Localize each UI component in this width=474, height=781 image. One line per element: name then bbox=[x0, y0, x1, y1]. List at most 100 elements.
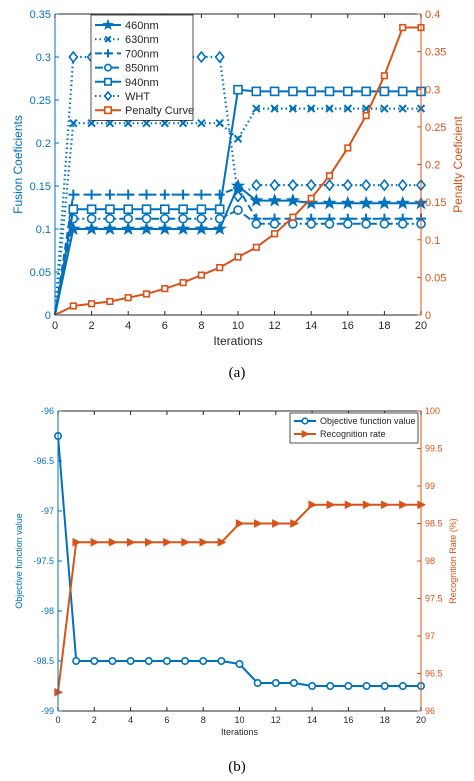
data-point bbox=[326, 681, 335, 690]
data-point bbox=[72, 537, 82, 547]
caption-a: (a) bbox=[229, 365, 246, 381]
data-point bbox=[308, 500, 318, 510]
x-tick-label: 20 bbox=[415, 320, 427, 332]
data-point bbox=[325, 172, 334, 180]
x-tick-label: 14 bbox=[307, 715, 317, 725]
legend-label: 700nm bbox=[125, 48, 159, 60]
data-point bbox=[324, 86, 335, 97]
x-tick-label: 18 bbox=[380, 715, 390, 725]
data-point bbox=[160, 213, 170, 224]
legend-marker bbox=[104, 106, 113, 115]
legend-label: 630nm bbox=[125, 34, 159, 46]
data-point bbox=[306, 86, 317, 97]
data-point bbox=[216, 263, 224, 272]
data-point bbox=[141, 213, 152, 224]
data-point bbox=[105, 213, 115, 224]
data-point bbox=[106, 297, 114, 306]
data-point bbox=[160, 119, 170, 128]
x-axis-label-a: Iterations bbox=[213, 334, 262, 348]
data-point bbox=[287, 178, 298, 192]
legend-label: Objective function value bbox=[320, 416, 416, 426]
data-point bbox=[105, 119, 115, 128]
data-point bbox=[161, 285, 169, 293]
x-tick-label: 12 bbox=[271, 715, 281, 725]
data-point bbox=[249, 193, 264, 207]
x-tick-label: 18 bbox=[378, 320, 390, 332]
data-point bbox=[306, 104, 316, 113]
data-point bbox=[342, 86, 353, 97]
data-point bbox=[72, 656, 81, 665]
data-point bbox=[194, 221, 209, 236]
data-point bbox=[270, 104, 279, 113]
data-point bbox=[90, 656, 99, 665]
data-point bbox=[344, 500, 354, 510]
data-point bbox=[88, 300, 96, 308]
data-point bbox=[251, 219, 262, 229]
data-point bbox=[142, 290, 151, 298]
data-point bbox=[232, 190, 244, 203]
data-point bbox=[123, 119, 133, 128]
y-tick-label-right: 97 bbox=[425, 631, 435, 641]
data-point bbox=[308, 681, 317, 690]
data-point bbox=[86, 213, 97, 224]
data-point bbox=[178, 189, 189, 200]
data-point bbox=[196, 189, 207, 200]
y-tick-label-right: 0 bbox=[425, 310, 431, 322]
data-point bbox=[217, 537, 227, 547]
x-tick-label: 2 bbox=[89, 320, 95, 332]
data-point bbox=[108, 656, 117, 665]
legend-marker bbox=[102, 18, 114, 31]
x-tick-label: 12 bbox=[268, 320, 280, 332]
y-tick-label-right: 0.3 bbox=[425, 84, 440, 96]
data-point bbox=[123, 213, 133, 224]
x-tick-label: 10 bbox=[234, 715, 244, 725]
data-point bbox=[397, 219, 408, 229]
y-tick-label-right: 98.5 bbox=[425, 519, 443, 529]
data-point bbox=[271, 678, 280, 687]
series-group-a bbox=[53, 23, 429, 316]
y-tick-label-left: 0.25 bbox=[30, 95, 51, 107]
data-point bbox=[178, 213, 188, 224]
x-tick-label: 4 bbox=[128, 715, 133, 725]
data-point bbox=[233, 84, 243, 95]
data-point bbox=[141, 189, 152, 200]
data-point bbox=[68, 189, 79, 200]
data-point bbox=[145, 537, 154, 547]
data-point bbox=[196, 50, 207, 64]
data-point bbox=[199, 537, 209, 547]
data-point bbox=[325, 104, 334, 113]
data-point bbox=[234, 253, 242, 261]
series-group-b bbox=[53, 431, 427, 697]
y-tick-label-left: -96 bbox=[41, 406, 54, 416]
data-point bbox=[288, 86, 298, 97]
data-point bbox=[290, 519, 300, 528]
legend-marker bbox=[104, 63, 113, 72]
data-point bbox=[361, 219, 371, 229]
data-point bbox=[399, 500, 408, 510]
data-point bbox=[344, 144, 352, 152]
series-line-1 bbox=[53, 107, 421, 316]
data-point bbox=[307, 194, 315, 202]
data-point bbox=[141, 204, 152, 215]
data-point bbox=[123, 204, 133, 215]
data-point bbox=[270, 230, 279, 238]
y-tick-label-right: 0.05 bbox=[425, 272, 446, 284]
data-point bbox=[380, 72, 389, 80]
y-tick-label-right: 0.15 bbox=[425, 197, 446, 209]
data-point bbox=[289, 213, 297, 221]
data-point bbox=[377, 195, 392, 210]
x-tick-label: 16 bbox=[343, 715, 353, 725]
data-point bbox=[233, 205, 243, 215]
data-point bbox=[304, 195, 319, 210]
x-tick-label: 0 bbox=[52, 320, 58, 332]
y-axis-label-right-b: Recognition Rate (%) bbox=[448, 518, 458, 604]
x-axis-label-b: Iterations bbox=[221, 727, 259, 737]
legend-a: 460nm 630nm 700nm 850nm 940nm WHT Penalty Curv… bbox=[90, 14, 194, 121]
data-point bbox=[178, 204, 188, 215]
x-tick-label: 10 bbox=[232, 320, 244, 332]
data-point bbox=[69, 119, 78, 128]
data-point bbox=[252, 104, 261, 113]
legend-label: 460nm bbox=[125, 20, 159, 32]
data-point bbox=[379, 178, 390, 192]
